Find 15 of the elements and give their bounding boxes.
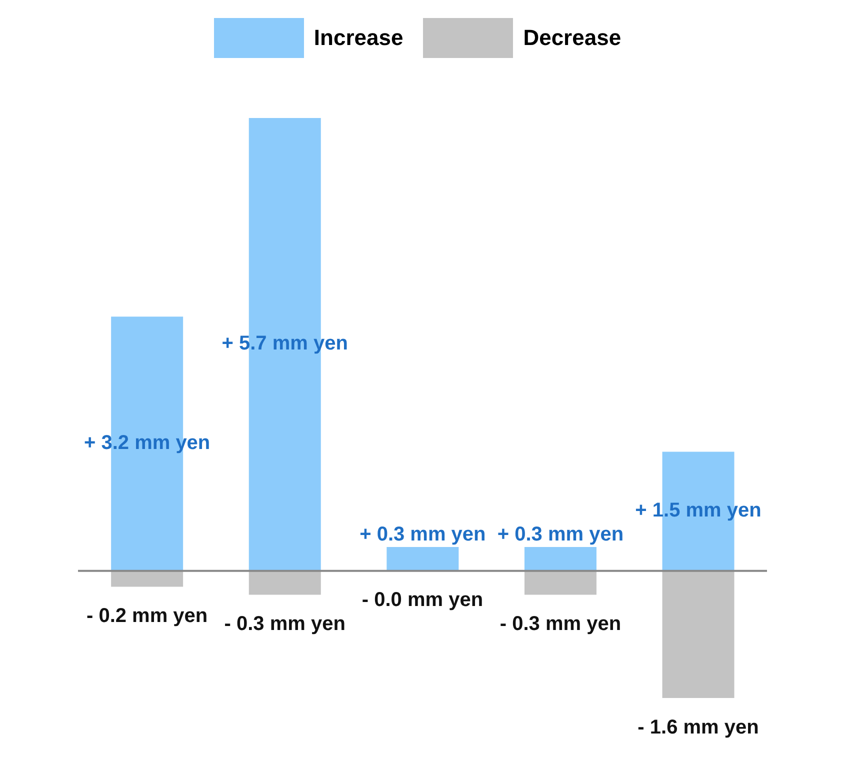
legend-label: Increase xyxy=(314,25,404,51)
bar xyxy=(524,547,596,571)
bar xyxy=(524,570,596,595)
data-label: - 1.6 mm yen xyxy=(638,716,759,738)
bar xyxy=(662,570,734,698)
data-label: - 0.3 mm yen xyxy=(500,612,622,635)
bar xyxy=(111,570,184,587)
bar xyxy=(248,570,321,595)
legend-label: Decrease xyxy=(523,25,622,51)
data-label: + 0.3 mm yen xyxy=(360,523,486,546)
data-label: - 0.2 mm yen xyxy=(86,605,208,628)
data-label: + 0.3 mm yen xyxy=(497,523,624,546)
data-label: - 0.0 mm yen xyxy=(362,589,484,612)
bar xyxy=(386,547,459,571)
data-label: - 0.3 mm yen xyxy=(224,612,346,635)
